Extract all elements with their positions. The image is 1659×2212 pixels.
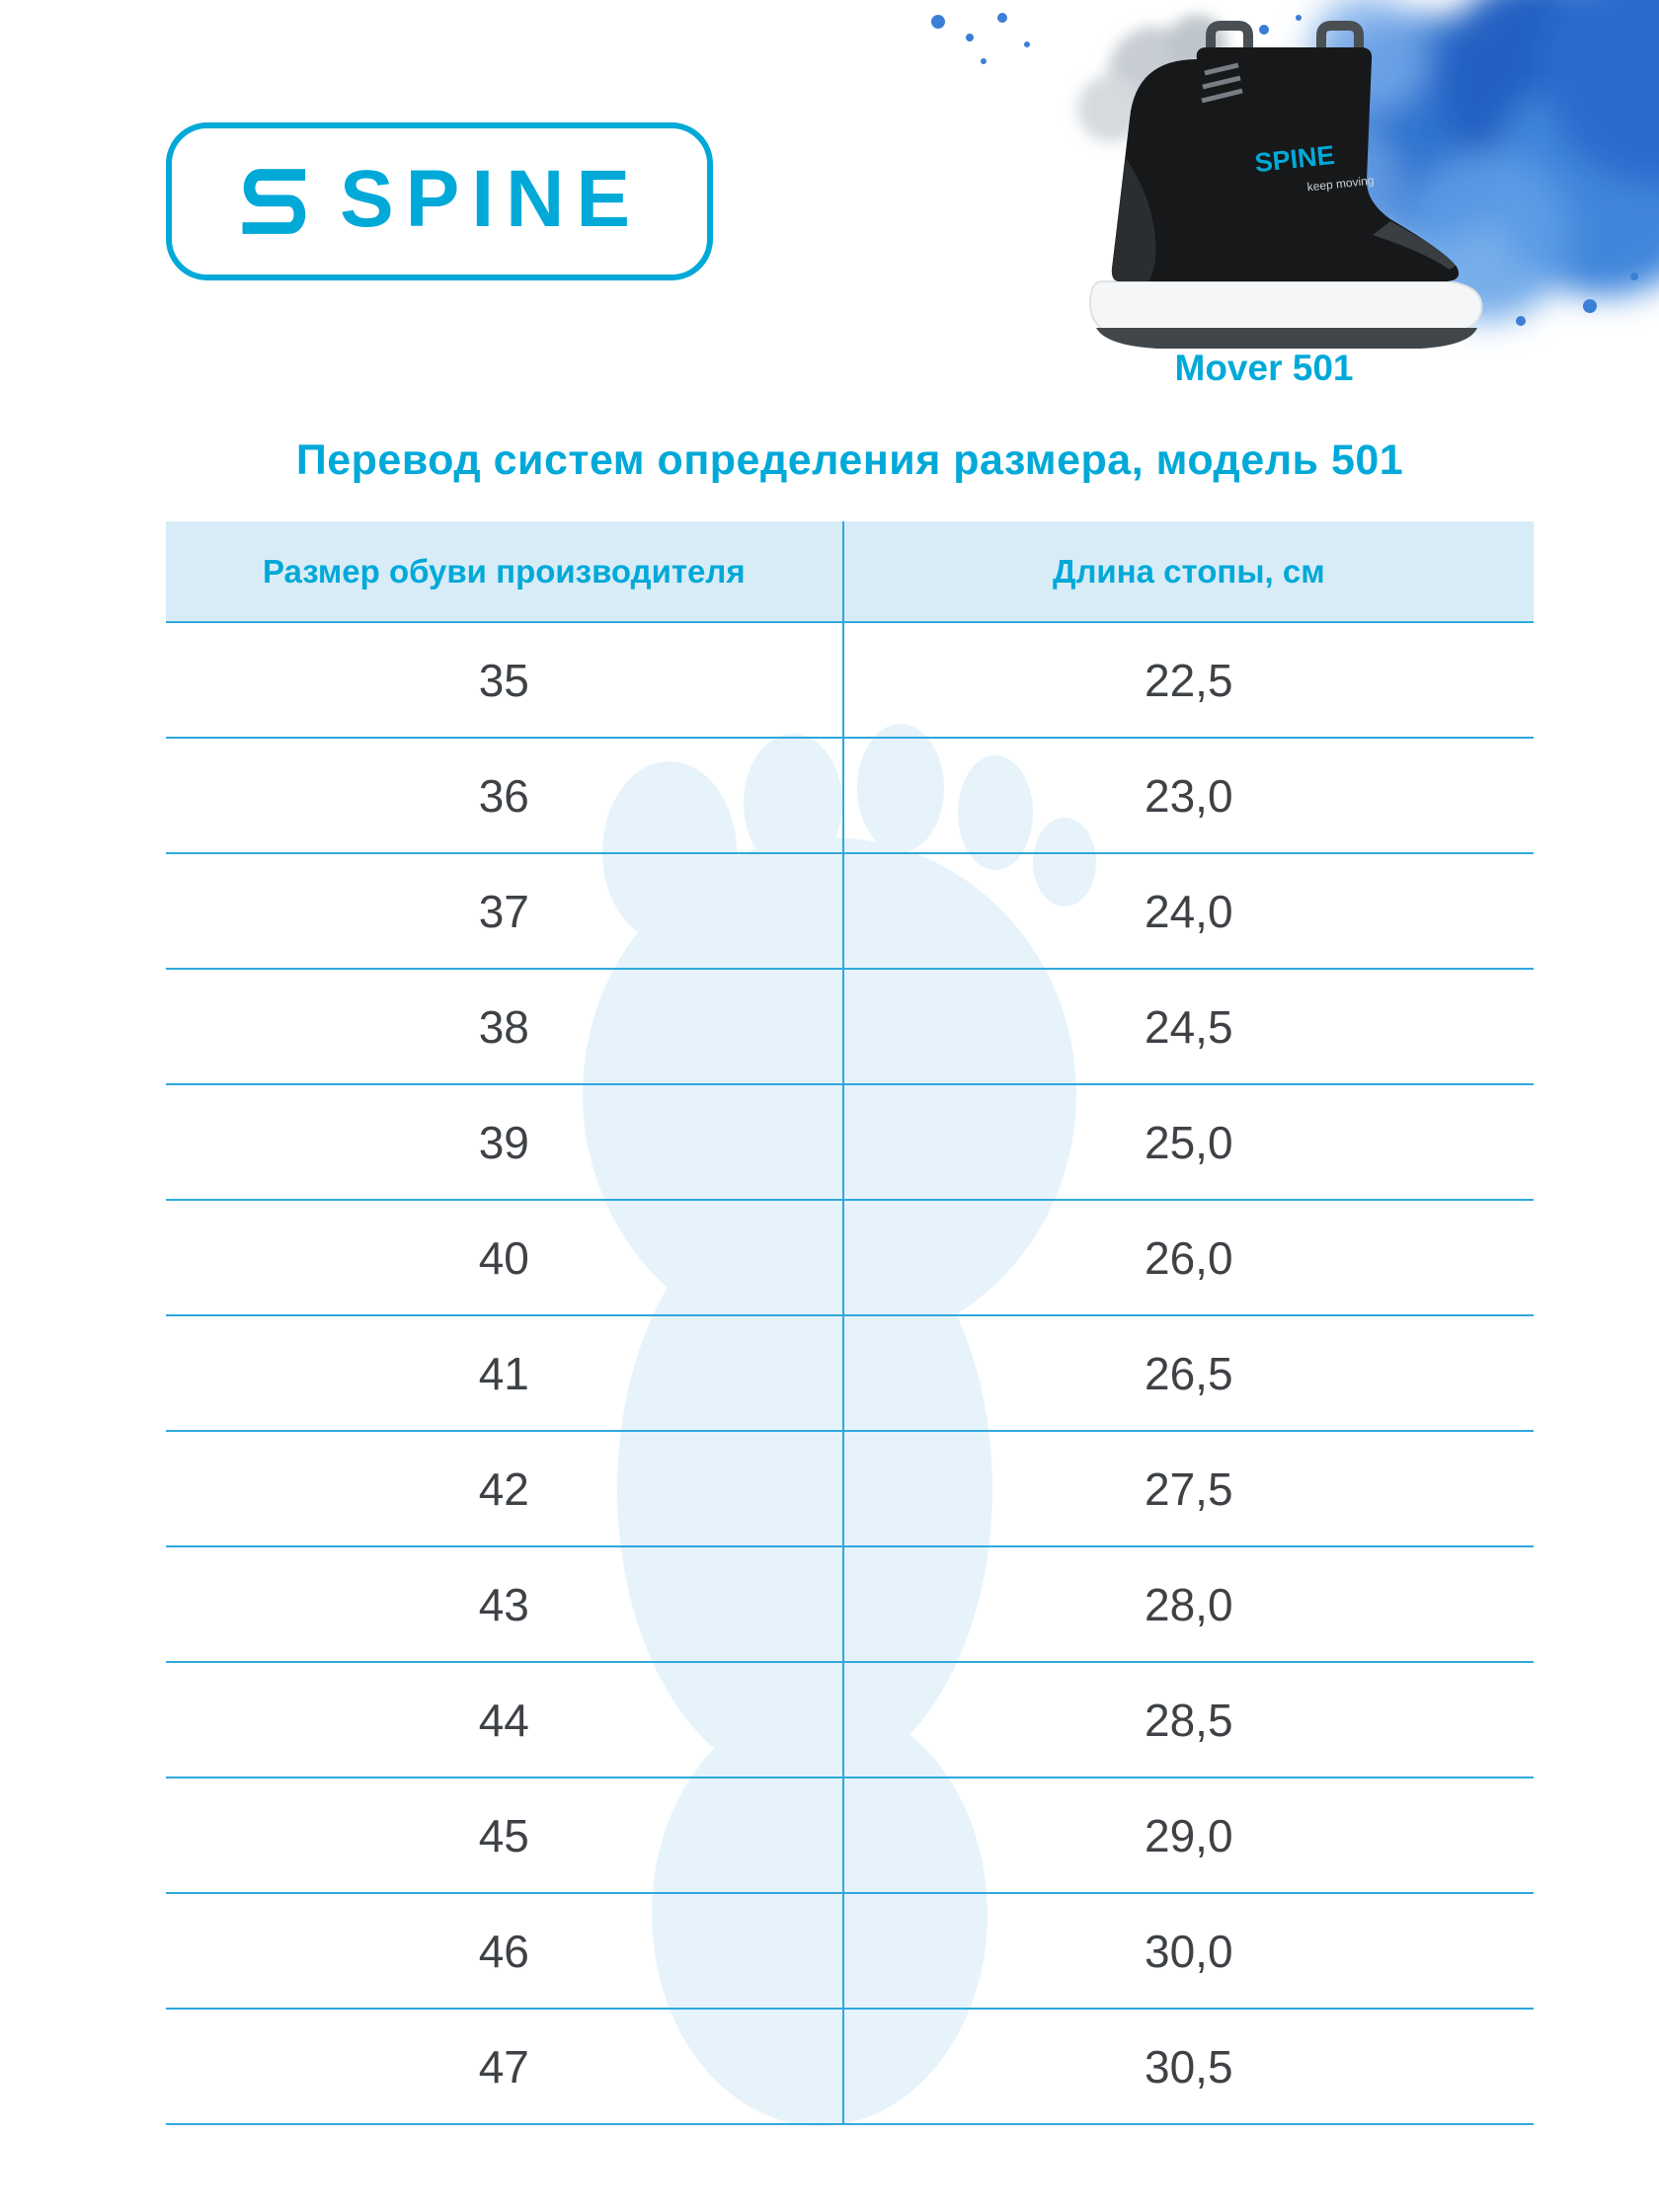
boot-image: SPINE keep moving <box>1088 21 1483 349</box>
length-cell: 24,5 <box>841 969 1534 1085</box>
size-cell: 35 <box>166 622 843 739</box>
size-cell: 37 <box>166 853 843 970</box>
length-cell: 22,5 <box>841 622 1534 739</box>
size-cell: 43 <box>166 1546 843 1663</box>
length-cell: 23,0 <box>841 738 1534 854</box>
table-row: 47 30,5 <box>166 2009 1534 2125</box>
table-row: 40 26,0 <box>166 1200 1534 1316</box>
boot-loop-icon <box>1206 21 1253 63</box>
length-cell: 24,0 <box>841 853 1534 970</box>
table-row: 45 29,0 <box>166 1778 1534 1894</box>
length-cell: 27,5 <box>841 1431 1534 1547</box>
size-cell: 47 <box>166 2009 843 2125</box>
col-header-foot-length: Длина стопы, см <box>841 521 1534 623</box>
table-row: 42 27,5 <box>166 1431 1534 1547</box>
table-row: 35 22,5 <box>166 622 1534 739</box>
product-name: Mover 501 <box>1174 348 1354 388</box>
length-cell: 26,5 <box>841 1315 1534 1432</box>
logo-wordmark: SPINE <box>339 154 643 244</box>
length-cell: 30,5 <box>841 2009 1534 2125</box>
size-cell: 39 <box>166 1084 843 1201</box>
size-cell: 46 <box>166 1893 843 2010</box>
table-row: 38 24,5 <box>166 969 1534 1085</box>
size-table-area: Размер обуви производителя Длина стопы, … <box>166 521 1534 2126</box>
size-cell: 36 <box>166 738 843 854</box>
col-header-manufacturer-size: Размер обуви производителя <box>166 521 843 623</box>
length-cell: 25,0 <box>841 1084 1534 1201</box>
spine-s-icon <box>242 169 306 234</box>
product-photo: SPINE keep moving <box>931 0 1659 349</box>
table-header-row: Размер обуви производителя Длина стопы, … <box>166 521 1534 623</box>
page-title: Перевод систем определения размера, моде… <box>295 436 1404 484</box>
boot-loop-icon <box>1316 21 1364 63</box>
table-row: 39 25,0 <box>166 1084 1534 1201</box>
size-cell: 38 <box>166 969 843 1085</box>
size-cell: 45 <box>166 1778 843 1894</box>
length-cell: 28,5 <box>841 1662 1534 1778</box>
table-row: 43 28,0 <box>166 1546 1534 1663</box>
size-cell: 42 <box>166 1431 843 1547</box>
length-cell: 29,0 <box>841 1778 1534 1894</box>
size-cell: 44 <box>166 1662 843 1778</box>
size-table: Размер обуви производителя Длина стопы, … <box>166 521 1534 2125</box>
size-cell: 41 <box>166 1315 843 1432</box>
table-row: 44 28,5 <box>166 1662 1534 1778</box>
table-row: 37 24,0 <box>166 853 1534 970</box>
size-cell: 40 <box>166 1200 843 1316</box>
length-cell: 26,0 <box>841 1200 1534 1316</box>
table-row: 36 23,0 <box>166 738 1534 854</box>
table-row: 41 26,5 <box>166 1315 1534 1432</box>
table-row: 46 30,0 <box>166 1893 1534 2010</box>
spine-logo: SPINE <box>166 122 713 280</box>
length-cell: 30,0 <box>841 1893 1534 2010</box>
length-cell: 28,0 <box>841 1546 1534 1663</box>
